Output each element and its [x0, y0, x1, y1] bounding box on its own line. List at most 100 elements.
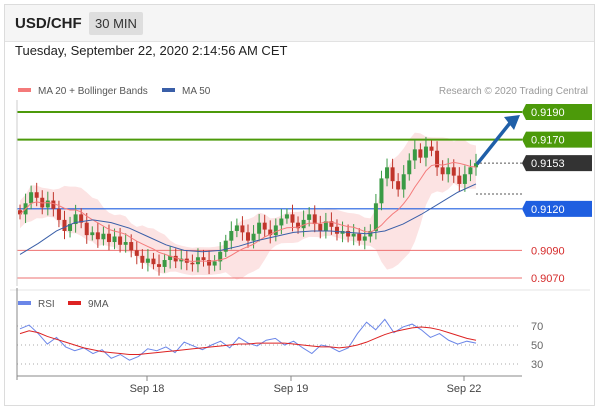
- candle-body: [307, 214, 312, 220]
- forecast-arrow: [475, 115, 520, 166]
- copyright-credit: Research © 2020 Trading Central: [439, 86, 588, 97]
- candle-body: [112, 236, 117, 243]
- rsi-ma-line: [19, 326, 477, 355]
- x-tick-label: Sep 19: [274, 383, 309, 395]
- bollinger-bands: [20, 132, 476, 280]
- rsi-legend-label: 9MA: [88, 299, 109, 310]
- candle-body: [312, 214, 317, 225]
- main-legend: MA 20 + Bollinger Bands MA 50 Research © 2…: [18, 86, 588, 97]
- symbol-title: USD/CHF: [15, 15, 82, 32]
- level-label-bg: [522, 131, 592, 148]
- candle-body: [207, 260, 212, 266]
- candle-body: [162, 260, 167, 267]
- candle-body: [151, 258, 156, 265]
- candle-body: [179, 258, 184, 262]
- candle-body: [234, 225, 239, 231]
- candle-body: [279, 218, 284, 226]
- timeframe-badge[interactable]: 30 MIN: [89, 12, 143, 35]
- level-label-bg: [522, 104, 592, 120]
- level-labels: 0.9190 0.9170 0.9153 0.9120 0.9090 0.9070: [522, 104, 592, 285]
- candle-body: [29, 192, 34, 204]
- candle-body: [106, 233, 111, 243]
- x-axis: Sep 18 Sep 19 Sep 22: [16, 100, 522, 395]
- candle-body: [223, 240, 228, 252]
- candle-body: [429, 146, 434, 151]
- candle-body: [134, 250, 139, 256]
- candle-body: [329, 221, 334, 227]
- level-label-pivot: 0.9120: [522, 200, 592, 217]
- candle-body: [385, 167, 390, 179]
- candle-body: [101, 233, 106, 240]
- candle-body: [90, 232, 95, 236]
- candle-body: [418, 149, 423, 158]
- candle-body: [346, 230, 351, 237]
- moving-averages: [19, 161, 477, 263]
- candle-body: [451, 167, 456, 176]
- rsi-legend-swatch: [18, 301, 31, 305]
- candle-body: [301, 219, 306, 229]
- chart-header: USD/CHF 30 MIN: [5, 5, 594, 42]
- candle-body: [45, 200, 50, 208]
- candle-body: [351, 233, 356, 237]
- candle-body: [268, 229, 273, 236]
- level-label-text: 0.9120: [531, 204, 565, 216]
- candle-body: [18, 210, 22, 215]
- candle-body: [284, 214, 289, 219]
- candle-body: [246, 232, 250, 241]
- candle-body: [435, 150, 440, 168]
- candle-body: [290, 214, 295, 223]
- bollinger-band-area: [20, 132, 476, 280]
- candle-body: [412, 149, 417, 161]
- chart-datetime: Tuesday, September 22, 2020 2:14:56 AM C…: [15, 43, 288, 58]
- candle-body: [51, 200, 56, 209]
- candle-body: [296, 222, 301, 229]
- rsi-legend-label: RSI: [38, 299, 55, 310]
- rsi-panel: RSI 9MA 70 50 30: [10, 289, 590, 371]
- level-label-text: 0.9190: [531, 107, 565, 119]
- rsi-level-label: 50: [531, 340, 543, 352]
- candle-body: [379, 178, 384, 204]
- candle-body: [157, 264, 162, 267]
- candle-body: [423, 146, 428, 158]
- ma20-line: [19, 161, 477, 263]
- price-levels: [17, 111, 522, 279]
- legend-swatch: [162, 88, 175, 92]
- legend-label: MA 50: [182, 86, 211, 97]
- legend-swatch: [18, 88, 31, 92]
- candle-body: [362, 236, 367, 241]
- level-label-text: 0.9153: [531, 158, 565, 170]
- legend-label: MA 20 + Bollinger Bands: [38, 86, 148, 97]
- ma50-line: [19, 183, 477, 255]
- candle-body: [446, 167, 451, 175]
- candle-body: [34, 192, 39, 198]
- candle-body: [218, 251, 223, 262]
- candle-body: [462, 174, 467, 184]
- candle-body: [334, 226, 339, 234]
- candle-body: [240, 225, 245, 233]
- chart-widget: USD/CHF 30 MIN: [4, 4, 595, 406]
- candle-body: [190, 262, 195, 265]
- level-label-bg: [522, 200, 592, 217]
- level-label-resistance: 0.9170: [522, 131, 592, 148]
- candle-body: [123, 242, 128, 245]
- candle-body: [79, 214, 84, 223]
- candle-body: [251, 233, 256, 241]
- level-label-support: 0.9090: [531, 245, 565, 257]
- level-label-current: 0.9153: [522, 155, 592, 172]
- candle-body: [457, 175, 462, 184]
- level-label-text: 0.9090: [531, 245, 565, 257]
- candle-body: [118, 236, 123, 245]
- candle-body: [474, 163, 478, 168]
- rsi-level-label: 30: [531, 359, 543, 371]
- candle-body: [401, 174, 406, 190]
- candle-body: [373, 203, 378, 231]
- candle-body: [318, 224, 323, 231]
- candle-body: [357, 233, 362, 241]
- candle-body: [390, 167, 395, 182]
- candle-body: [73, 214, 78, 225]
- candle-body: [212, 261, 217, 266]
- candle-body: [257, 222, 262, 234]
- candle-body: [368, 230, 373, 237]
- candle-body: [262, 222, 267, 230]
